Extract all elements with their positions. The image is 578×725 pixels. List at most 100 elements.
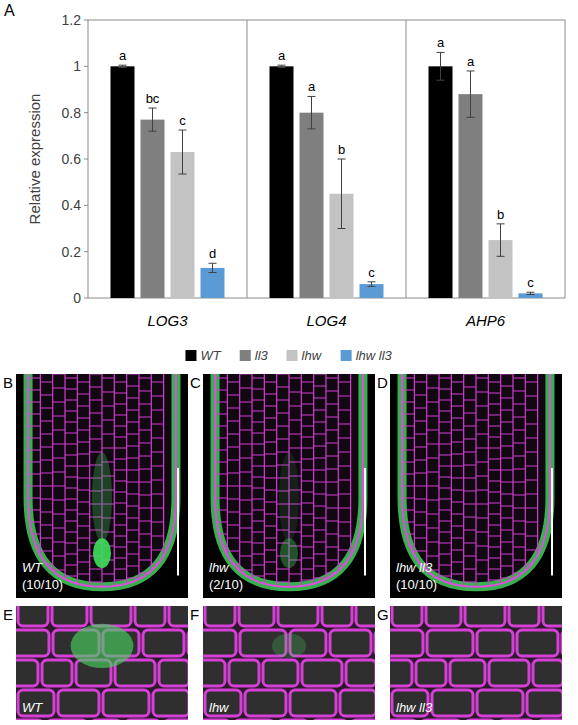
bar: [141, 120, 165, 298]
cell-grid: [203, 606, 375, 720]
cell: [91, 606, 131, 626]
root-outline: [215, 374, 363, 587]
qc-signal: [71, 624, 134, 668]
cell: [18, 606, 48, 626]
cell: [302, 660, 342, 686]
cell: [245, 690, 286, 716]
panel-label: F: [190, 606, 199, 623]
bar: [429, 66, 453, 298]
significance-letter: a: [308, 79, 316, 94]
cell: [135, 606, 165, 626]
y-tick-label: 0: [73, 290, 81, 306]
cell: [489, 660, 529, 686]
legend-label: lhw ll3: [356, 348, 393, 363]
panel-label: A: [4, 2, 15, 19]
root-outline: [28, 374, 176, 587]
y-tick: [84, 159, 88, 160]
cell: [509, 606, 539, 626]
image-count: (10/10): [396, 577, 437, 592]
bar: [111, 66, 135, 298]
legend-swatch: [341, 350, 352, 361]
cell-walls: [215, 374, 351, 598]
y-axis-title: Relative expression: [26, 94, 43, 225]
error-bar: [179, 130, 187, 174]
image-label: lhw ll3: [396, 700, 433, 715]
cell: [159, 660, 188, 686]
root-outline: [402, 374, 550, 587]
image-label: lhw: [209, 700, 230, 715]
qc-signal: [272, 634, 306, 659]
micrograph: [390, 374, 562, 598]
legend-item: lhw: [287, 348, 323, 363]
error-bar: [497, 224, 505, 256]
cell: [153, 690, 188, 716]
error-bar: [119, 65, 127, 67]
cell: [322, 606, 352, 626]
scale-bar: [364, 468, 366, 576]
y-tick: [84, 66, 88, 67]
error-bar: [437, 52, 445, 80]
cell: [18, 690, 54, 716]
bar: [300, 113, 324, 298]
cell: [465, 606, 505, 626]
panel-label: B: [3, 374, 13, 391]
image-label: lhw: [209, 560, 230, 575]
cell: [290, 690, 336, 716]
error-bar: [338, 159, 346, 229]
image-label: WT: [22, 700, 43, 715]
panel-label: D: [377, 374, 388, 391]
image-count: (10/10): [22, 577, 63, 592]
qc-signal: [93, 538, 111, 568]
cell: [205, 606, 235, 626]
scale-bar: [177, 468, 179, 576]
cell-grid: [16, 606, 188, 720]
cell: [203, 630, 236, 656]
legend-swatch: [287, 350, 298, 361]
scale-bar: [551, 468, 553, 576]
bar: [270, 66, 294, 298]
cell: [346, 660, 375, 686]
cell: [340, 690, 375, 716]
group-separator: [406, 20, 407, 298]
image-label: lhw ll3: [396, 560, 433, 575]
cell: [392, 606, 422, 626]
cell: [517, 630, 558, 656]
qc-signal: [280, 538, 298, 568]
marks: [111, 52, 543, 298]
legend-swatch: [240, 350, 251, 361]
cell: [203, 660, 225, 686]
micrograph: [203, 606, 375, 720]
cell: [426, 606, 461, 626]
significance-letter: a: [119, 48, 127, 63]
significance-letter: a: [278, 48, 286, 63]
cell: [115, 660, 155, 686]
cell: [477, 630, 513, 656]
root-cells: [215, 374, 351, 598]
cell-grid: [390, 606, 562, 720]
y-tick-label: 0.8: [62, 105, 82, 121]
y-tick-label: 0.4: [62, 197, 82, 213]
y-tick-label: 1.2: [62, 12, 82, 28]
panel-label: E: [3, 606, 13, 623]
cell: [390, 660, 412, 686]
y-tick-label: 0.6: [62, 151, 82, 167]
cell: [390, 630, 423, 656]
cell: [543, 606, 562, 626]
category-label: LOG3: [147, 312, 188, 329]
plot-frame: [88, 20, 565, 298]
y-tick: [84, 20, 88, 21]
cell: [356, 606, 375, 626]
y-tick: [84, 205, 88, 206]
micrograph: [390, 606, 562, 720]
significance-letter: bc: [146, 91, 160, 106]
y-tick-label: 0.2: [62, 244, 82, 260]
micrograph: [16, 374, 188, 598]
category-label: LOG4: [306, 312, 346, 329]
cell: [263, 660, 298, 686]
significance-letter: b: [497, 207, 504, 222]
legend-item: ll3: [240, 348, 269, 363]
cell: [42, 660, 72, 686]
legend-label: WT: [200, 348, 221, 363]
panel-label: G: [377, 606, 389, 623]
cell-walls: [28, 374, 164, 598]
